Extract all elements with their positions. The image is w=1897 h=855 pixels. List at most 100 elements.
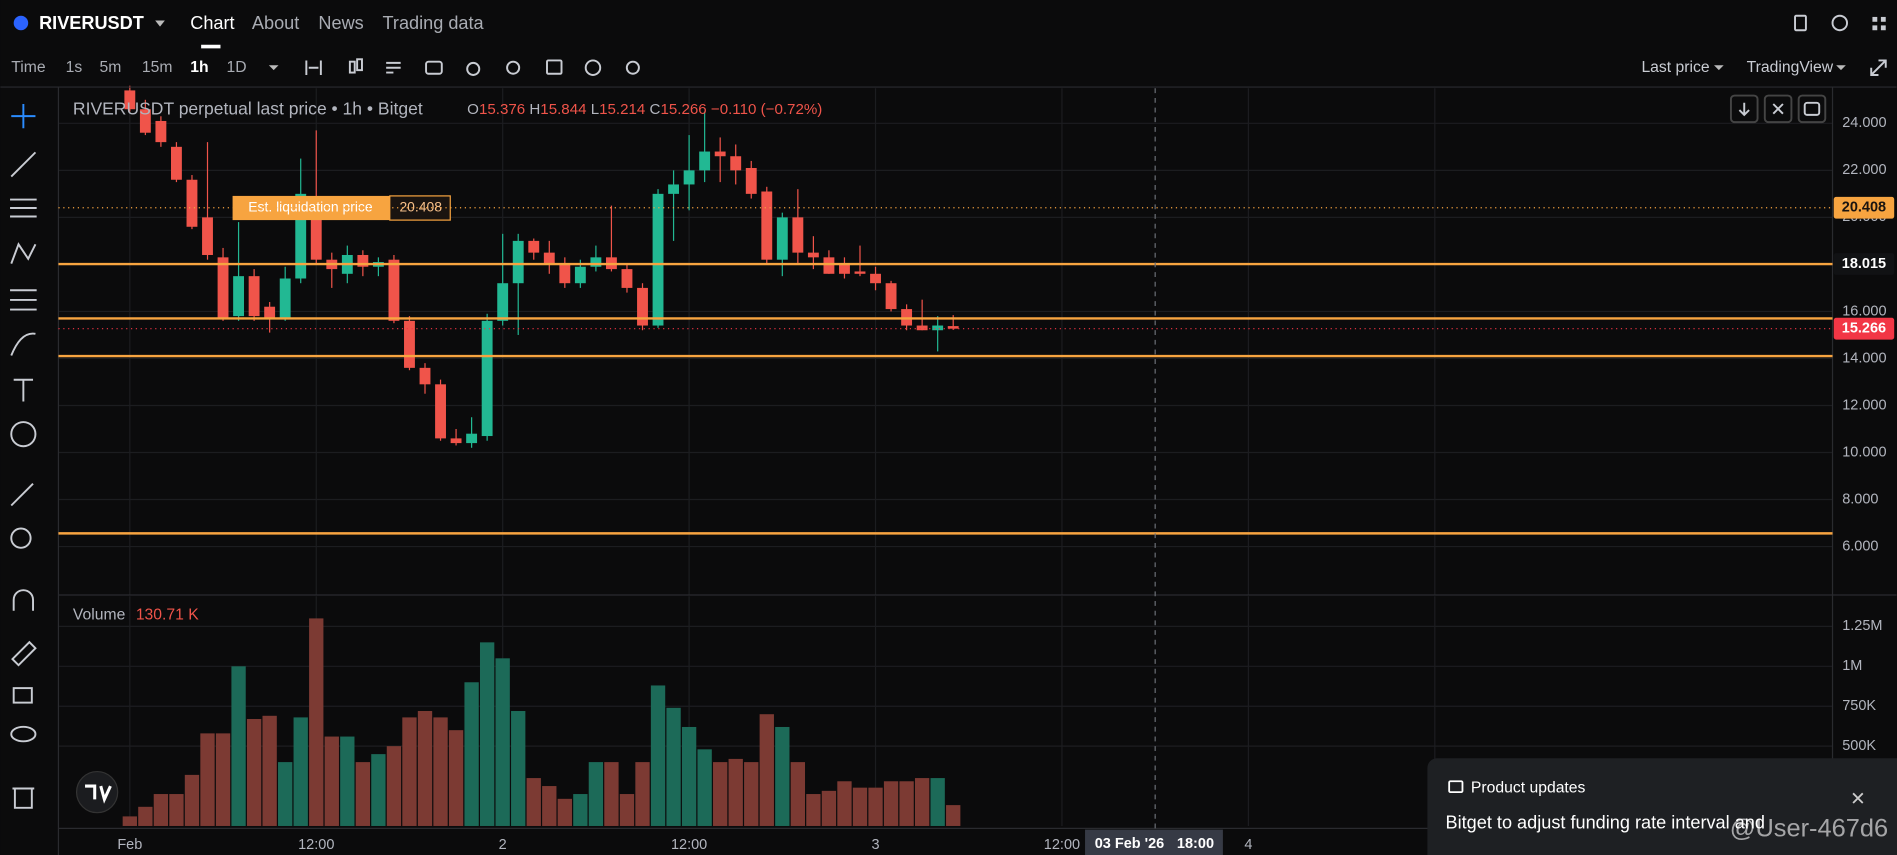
y-tick-label: 10.000 [1842,444,1886,460]
candle-body [155,120,167,143]
grid: Feb12:00212:00312:004126.0008.00010.0001… [58,88,1887,853]
candle-body [823,257,835,274]
notification[interactable] [1427,758,1897,855]
pane-buttons[interactable] [1729,94,1827,124]
liquidation-label: Est. liquidation price [248,199,373,215]
volume-bar [930,778,945,826]
interval-button[interactable]: 15m [142,59,173,76]
candle-body [124,90,136,110]
ohlc-label: H [529,101,540,118]
candle-body [497,283,509,321]
icon[interactable] [1831,14,1849,32]
drawing-tools[interactable] [10,104,37,809]
tab[interactable]: Chart [190,13,234,33]
overlay: 20.408 18.015 15.266 03 Feb '26 18:00 [58,88,1895,855]
candle-body [574,266,586,284]
volume-bar [697,749,712,826]
volume-bar [526,778,541,826]
tab[interactable]: Trading data [383,13,485,33]
caret[interactable] [1714,65,1724,71]
interval-button[interactable]: 5m [100,59,122,76]
caret[interactable] [1836,65,1846,71]
x-tick-label: 4 [1244,837,1252,853]
y-tick-label: 8.000 [1842,491,1878,507]
candle-body [761,191,773,260]
candle-body [295,193,307,279]
volume-bar [479,642,495,826]
toolbar-button[interactable]: Time [11,59,46,76]
volume-bar [868,787,883,826]
tv-logo[interactable] [75,770,119,814]
interval-button[interactable]: 1h [190,59,208,76]
volume-label: Volume [73,607,126,624]
toolbar-icons[interactable] [305,58,640,76]
tab[interactable]: About [252,13,299,33]
volume-bar [495,658,510,826]
volume-bar [309,618,324,826]
candle-body [683,170,695,185]
volume-bar [681,726,697,826]
x-tick-label: Feb [117,837,142,853]
volume-bar [806,794,821,826]
interval-button[interactable]: 1s [66,59,83,76]
volume-bar [573,794,588,826]
volume-bar [821,790,837,826]
crosshair-label-box [1085,829,1223,855]
marks [122,85,961,826]
volume-bar [604,762,619,826]
volume-bar [666,707,681,826]
candle-body [590,257,602,267]
icon[interactable] [1872,25,1878,31]
volume-bar [184,774,200,826]
volume-bar [464,682,479,826]
ohlc-label: L [591,101,599,118]
y-tick-label: 1M [1842,658,1862,674]
candle-body [947,326,959,329]
candle-body [932,325,944,331]
x-tick-label: 2 [499,837,507,853]
volume-bar [883,781,899,826]
symbol[interactable]: RIVERUSDT [39,13,144,33]
volume-bar [355,762,371,826]
caret[interactable] [268,65,279,71]
caret[interactable] [155,20,165,27]
notification-icon [1448,780,1464,794]
icon[interactable] [1880,25,1886,31]
candle-body [481,320,493,437]
chart-style[interactable]: TradingView [1747,59,1834,76]
candle-body [621,269,633,288]
candle-body [450,438,462,444]
volume-bar [417,711,433,826]
volume-bar [433,717,448,826]
interval-button[interactable]: 1D [227,59,247,76]
volume-bar [169,794,184,826]
fullscreen-icon[interactable] [1870,59,1887,76]
close-button[interactable] [1852,792,1864,804]
candle-body [668,184,680,194]
tab[interactable]: News [318,13,363,33]
ohlc-value: 15.266 [660,101,706,118]
volume-value: 130.71 K [136,607,199,624]
candle-body [870,273,881,284]
icon[interactable] [1794,14,1807,32]
volume-bar [899,781,914,826]
candle-body [233,276,245,317]
volume-bar [837,781,852,826]
volume-bar [340,736,355,826]
crosshair-date: 03 Feb '26 [1095,836,1165,852]
candle-body [202,217,213,255]
candle-body [637,287,648,326]
price-source[interactable]: Last price [1641,59,1709,76]
volume-bar [200,733,215,826]
price-label: 18.015 [1842,256,1886,272]
icon[interactable] [1880,16,1886,22]
volume-bar [246,718,262,826]
legend-title: RIVERUSDT perpetual last price • 1h • Bi… [73,99,423,119]
candle-body [264,306,276,319]
notification-text: Bitget to adjust funding rate interval a… [1446,812,1765,832]
watermark: @User-467d6 [1730,814,1888,842]
candle-body [217,257,229,319]
icon[interactable] [1872,16,1878,22]
ohlc-value: 15.214 [599,101,645,118]
candle-body [885,283,897,310]
